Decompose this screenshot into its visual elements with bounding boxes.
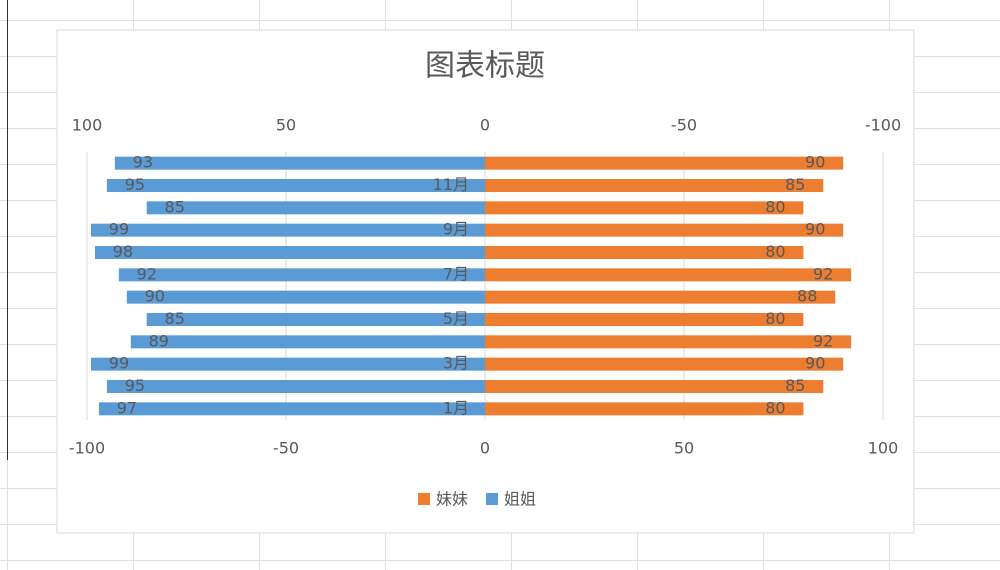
category-label: 5月	[443, 309, 469, 328]
bar	[485, 268, 852, 282]
x-tick-label: -50	[273, 439, 299, 458]
x-tick-label: -100	[69, 439, 105, 458]
bar	[146, 201, 485, 215]
bar	[90, 223, 485, 237]
bar	[485, 380, 824, 393]
data-label: 85	[165, 309, 185, 328]
data-label: 85	[785, 376, 805, 395]
sheet-edge	[7, 0, 8, 460]
data-label: 90	[805, 220, 825, 239]
category-label: 11月	[433, 175, 469, 194]
bar	[146, 313, 485, 326]
data-label: 92	[813, 264, 833, 283]
bar	[485, 246, 804, 259]
x2-tick-label: 100	[72, 116, 103, 135]
category-label: 7月	[443, 264, 469, 283]
data-label: 80	[765, 398, 785, 417]
data-label: 90	[805, 153, 825, 172]
bar	[94, 246, 486, 259]
data-label: 99	[109, 354, 129, 373]
x-tick-label: 0	[480, 439, 490, 458]
bar	[106, 380, 486, 393]
data-label: 88	[797, 287, 817, 306]
data-label: 92	[813, 331, 833, 350]
bar	[98, 402, 485, 416]
chart-title: 图表标题	[425, 49, 545, 84]
x-tick-label: 100	[868, 439, 899, 458]
bar	[485, 402, 804, 416]
bar	[106, 179, 486, 192]
legend-swatch	[418, 493, 430, 505]
bar	[485, 335, 852, 349]
x2-tick-label: -100	[865, 116, 901, 135]
data-label: 95	[125, 175, 145, 194]
data-label: 80	[765, 242, 785, 261]
data-label: 85	[785, 175, 805, 194]
bar	[130, 335, 485, 349]
data-label: 90	[805, 354, 825, 373]
category-label: 1月	[443, 398, 469, 417]
x2-tick-label: 0	[480, 116, 490, 135]
x-tick-label: 50	[674, 439, 694, 458]
bar	[485, 290, 836, 304]
data-label: 99	[109, 220, 129, 239]
bar	[485, 201, 804, 215]
x2-tick-label: 50	[276, 116, 296, 135]
legend-swatch	[486, 493, 499, 505]
data-label: 92	[137, 264, 157, 283]
bar	[126, 290, 486, 304]
category-label: 3月	[443, 354, 469, 373]
data-label: 93	[133, 153, 153, 172]
data-label: 85	[165, 197, 185, 216]
data-label: 90	[145, 287, 165, 306]
bar	[90, 357, 485, 371]
x2-tick-label: -50	[671, 116, 697, 135]
bar	[114, 156, 486, 170]
data-label: 89	[149, 331, 169, 350]
data-label: 80	[765, 309, 785, 328]
bar	[118, 268, 485, 282]
data-label: 95	[125, 376, 145, 395]
bar	[485, 357, 844, 371]
data-label: 98	[113, 242, 133, 261]
bar	[485, 179, 824, 192]
data-label: 97	[117, 398, 137, 417]
legend-label: 妹妹	[436, 490, 468, 509]
bar	[485, 313, 804, 326]
bar	[485, 156, 844, 170]
data-label: 80	[765, 197, 785, 216]
bar	[485, 223, 844, 237]
legend-label: 姐姐	[504, 490, 536, 509]
category-label: 9月	[443, 220, 469, 239]
